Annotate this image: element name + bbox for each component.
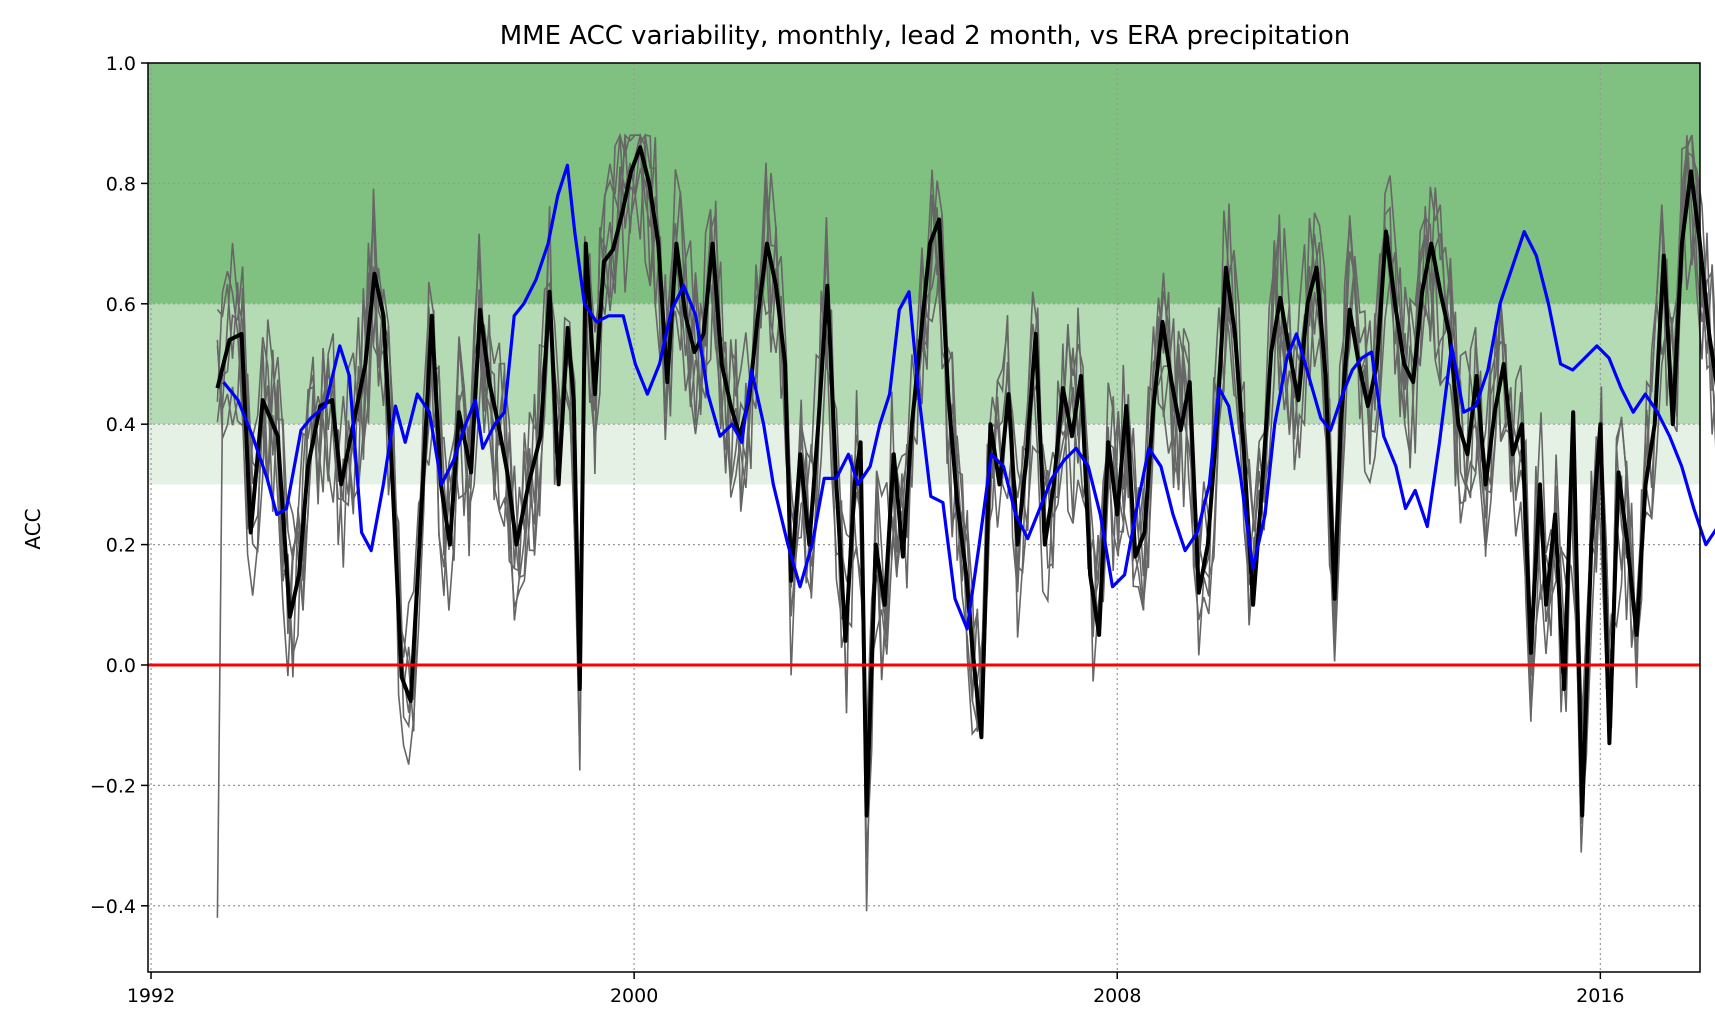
series-line-running-mean [222,163,1715,631]
y-axis: −0.4 −0.2 0.0 0.2 0.4 0.6 0.8 1.0 [90,53,148,918]
y-tick-label: 0.2 [106,535,136,557]
chart-title: MME ACC variability, monthly, lead 2 mon… [500,21,1351,51]
y-tick-label: −0.2 [90,775,136,797]
x-tick-label: 1992 [127,985,175,1007]
x-axis: 1992 2000 2008 2016 [127,972,1625,1007]
plot-frame [147,62,1701,973]
y-tick-label: 0.4 [106,414,136,436]
series-line-mme [215,145,1715,818]
x-tick-label: 2000 [610,985,658,1007]
y-axis-label: ACC [21,508,45,549]
x-tick-label: 2016 [1576,985,1624,1007]
ensemble-member-line-6 [216,134,1715,765]
y-tick-label: 1.0 [106,53,136,75]
y-tick-label: 0.8 [106,173,136,195]
y-tick-label: 0.0 [106,655,136,677]
series-lines [215,145,1715,818]
x-tick-label: 2008 [1093,985,1141,1007]
y-tick-label: −0.4 [90,896,136,918]
y-tick-label: 0.6 [106,294,136,316]
